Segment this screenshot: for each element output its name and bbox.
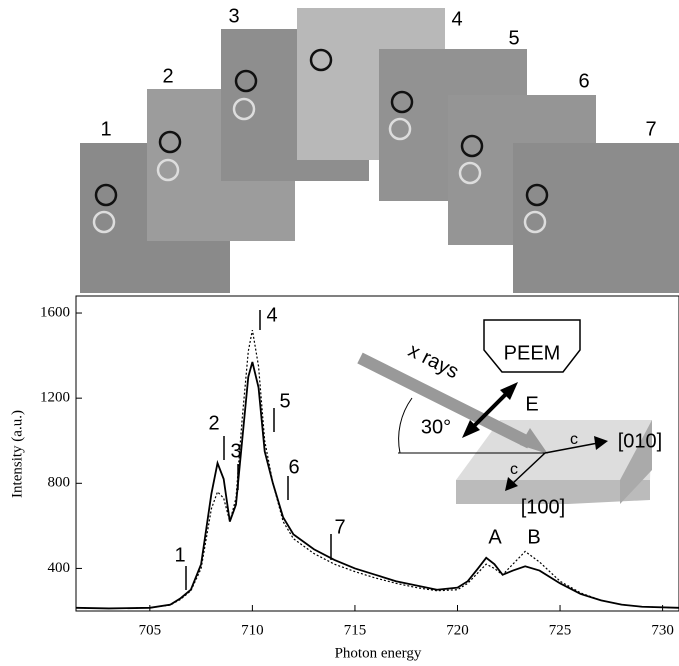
x-tick-label: 720	[446, 622, 469, 638]
tile-label: 1	[100, 118, 111, 140]
plot-frame	[75, 295, 679, 612]
y-axis-label: Intensity (a.u.)	[9, 410, 25, 498]
tile-label: 6	[578, 70, 589, 92]
circles	[92, 48, 549, 234]
y-tick-label: 1200	[40, 390, 70, 406]
image-tile	[513, 143, 679, 293]
mosaic: 1 2 3 4 5 6 7	[80, 5, 679, 293]
angle-label: 30°	[421, 416, 451, 438]
peak-label: 1	[174, 544, 185, 566]
peak-label: 5	[279, 390, 290, 412]
tile-label: 2	[162, 65, 173, 87]
axis-label: c	[570, 431, 578, 448]
peak-label: 3	[230, 440, 241, 462]
x-axis-label: Photon energy	[335, 645, 422, 661]
tile-label: 4	[451, 8, 462, 30]
x-tick-label: 715	[344, 622, 367, 638]
direction-label: [100]	[521, 496, 565, 518]
x-tick-label: 730	[651, 622, 674, 638]
x-tick-label: 705	[139, 622, 162, 638]
y-tick-label: 1600	[40, 304, 70, 320]
y-tick-label: 400	[48, 560, 71, 576]
beam-label: x rays	[405, 339, 463, 383]
x-tick-label: 710	[241, 622, 264, 638]
peak-label: A	[488, 526, 502, 548]
direction-label: [010]	[618, 430, 662, 452]
tile-label: 5	[508, 27, 519, 49]
peak-label: 2	[208, 412, 219, 434]
peak-label: 7	[334, 516, 345, 538]
tile-label: 3	[228, 5, 239, 27]
y-tick-label: 800	[48, 475, 71, 491]
axis-label: c	[510, 461, 518, 478]
detector-label: PEEM	[504, 342, 561, 364]
series-line	[75, 329, 679, 610]
peak-label: B	[527, 526, 540, 548]
schematic: PEEM x rays E 30° c [010] c [100]	[357, 319, 662, 518]
peak-label: 4	[266, 304, 277, 326]
series-line	[75, 361, 679, 610]
field-label: E	[525, 393, 538, 415]
peak-label: 6	[288, 456, 299, 478]
x-tick-label: 725	[549, 622, 572, 638]
tile-label: 7	[645, 118, 656, 140]
